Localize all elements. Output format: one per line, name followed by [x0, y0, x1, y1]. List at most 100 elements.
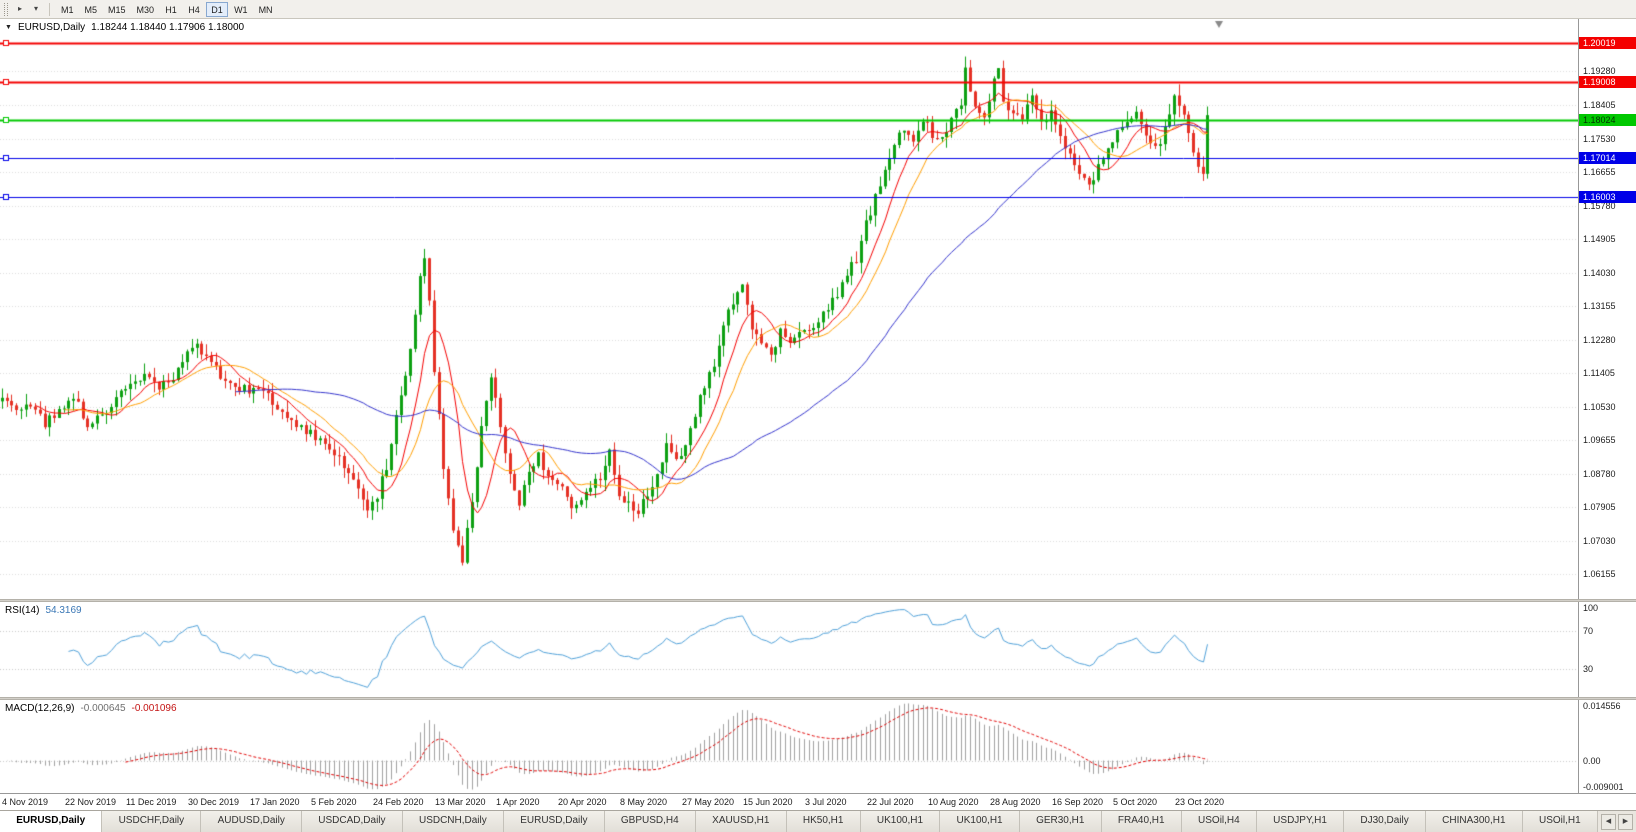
macd-scale[interactable]: 0.014556 0.00 -0.009001	[1578, 700, 1636, 793]
chart-tab-eurusd-daily[interactable]: EURUSD,Daily	[0, 811, 103, 832]
rsi-tick: 70	[1583, 625, 1594, 636]
macd-canvas[interactable]	[0, 700, 1578, 793]
timeframe-button-w1[interactable]: W1	[234, 4, 248, 15]
time-axis-label: 3 Jul 2020	[805, 797, 847, 807]
chart-tab-dj30-daily[interactable]: DJ30,Daily	[1344, 811, 1426, 832]
rsi-plot-area: RSI(14) 54.3169	[0, 602, 1578, 697]
chart-tab-audusd-daily[interactable]: AUDUSD,Daily	[201, 811, 303, 832]
pointer-tool-icon[interactable]: ▸	[17, 4, 22, 13]
rsi-canvas[interactable]	[0, 602, 1578, 697]
time-axis-label: 20 Apr 2020	[558, 797, 607, 807]
pane-resize-handle[interactable]	[0, 697, 1636, 700]
price-tick: 1.17530	[1583, 133, 1616, 144]
chart-tab-uk100-h1[interactable]: UK100,H1	[860, 811, 941, 832]
chart-tab-china300-h1[interactable]: CHINA300,H1	[1425, 811, 1523, 832]
price-tick: 1.15780	[1583, 200, 1616, 211]
price-tick: 1.12280	[1583, 334, 1616, 345]
macd-plot-area: MACD(12,26,9) -0.000645 -0.001096	[0, 700, 1578, 793]
rsi-label: RSI(14)	[5, 605, 40, 616]
level-price-tag: 1.17014	[1579, 152, 1636, 165]
chart-tab-usdchf-daily[interactable]: USDCHF,Daily	[102, 811, 202, 832]
symbol-name: EURUSD,Daily	[17, 22, 86, 33]
time-axis-label: 13 Mar 2020	[435, 797, 486, 807]
ohlc-values: 1.18244 1.18440 1.17906 1.18000	[91, 22, 245, 33]
toolbar-grip[interactable]	[4, 2, 8, 16]
rsi-tick: 100	[1583, 603, 1599, 613]
time-axis-label: 27 May 2020	[682, 797, 735, 807]
macd-tick: -0.009001	[1583, 782, 1624, 792]
timeframe-button-m15[interactable]: M15	[108, 4, 126, 15]
macd-pane: MACD(12,26,9) -0.000645 -0.001096 0.0145…	[0, 700, 1636, 793]
chart-collapse-icon[interactable]: ▼	[5, 24, 12, 31]
chart-tab-xauusd-h1[interactable]: XAUUSD,H1	[695, 811, 787, 832]
rsi-title: RSI(14) 54.3169	[5, 605, 82, 616]
toolbar-menu-icon[interactable]: ▾	[33, 4, 38, 13]
tabs-scroll-right-button[interactable]: ▶	[1617, 813, 1633, 830]
level-price-tag: 1.20019	[1579, 37, 1636, 50]
chart-title: ▼ EURUSD,Daily 1.18244 1.18440 1.17906 1…	[5, 22, 244, 33]
time-axis-label: 1 Apr 2020	[496, 797, 540, 807]
price-tick: 1.08780	[1583, 468, 1616, 479]
chart-tab-fra40-h1[interactable]: FRA40,H1	[1101, 811, 1182, 832]
time-axis-label: 16 Sep 2020	[1052, 797, 1104, 807]
chart-tab-eurusd-daily[interactable]: EURUSD,Daily	[504, 811, 605, 832]
chart-tabbar: EURUSD,Daily USDCHF,Daily AUDUSD,Daily USDC…	[0, 810, 1636, 832]
time-axis-label: 22 Nov 2019	[65, 797, 117, 807]
time-axis-label: 30 Dec 2019	[188, 797, 240, 807]
tab-scroll-buttons: ◀ ▶	[1597, 811, 1636, 832]
chart-tab-usdjpy-h1[interactable]: USDJPY,H1	[1256, 811, 1345, 832]
macd-label: MACD(12,26,9)	[5, 703, 75, 714]
rsi-tick: 30	[1583, 663, 1594, 674]
chart-tab-usoil-h1[interactable]: USOil,H1	[1522, 811, 1598, 832]
time-axis-label: 10 Aug 2020	[928, 797, 979, 807]
price-tick: 1.19280	[1583, 66, 1616, 77]
pane-resize-handle[interactable]	[0, 599, 1636, 602]
time-axis-label: 23 Oct 2020	[1175, 797, 1225, 807]
timeframe-button-h1[interactable]: H1	[165, 4, 177, 15]
price-pane: ▼ EURUSD,Daily 1.18244 1.18440 1.17906 1…	[0, 19, 1636, 599]
macd-main-value: -0.000645	[80, 703, 126, 714]
price-tick: 1.10530	[1583, 401, 1616, 412]
price-chart-canvas[interactable]	[0, 19, 1578, 599]
price-tick: 1.07030	[1583, 535, 1616, 546]
timeframe-button-m5[interactable]: M5	[84, 4, 98, 15]
timeframe-toolbar: ▸ ▾ M1 M5 M15 M30 H1 H4 D1 W1 MN	[0, 0, 1636, 19]
price-tick: 1.16655	[1583, 167, 1616, 178]
time-axis-label: 5 Oct 2020	[1113, 797, 1158, 807]
timeframe-button-m1[interactable]: M1	[61, 4, 74, 15]
price-tick: 1.14030	[1583, 267, 1616, 278]
rsi-value: 54.3169	[45, 605, 82, 616]
time-axis-label: 4 Nov 2019	[2, 797, 49, 807]
macd-signal-value: -0.001096	[131, 703, 177, 714]
time-axis-label: 11 Dec 2019	[126, 797, 177, 807]
timeframe-button-m30[interactable]: M30	[136, 4, 155, 15]
chart-tab-ger30-h1[interactable]: GER30,H1	[1019, 811, 1102, 832]
level-price-tag: 1.19008	[1579, 75, 1636, 88]
price-tick: 1.14905	[1583, 234, 1616, 245]
chart-tab-gbpusd-h4[interactable]: GBPUSD,H4	[604, 811, 696, 832]
price-scale[interactable]: 1.19280 1.18405 1.17530 1.16655 1.15780 1.149…	[1578, 19, 1636, 599]
time-axis-label: 22 Jul 2020	[867, 797, 914, 807]
level-price-tag: 1.18024	[1579, 113, 1636, 126]
macd-tick: 0.014556	[1583, 701, 1621, 711]
time-axis[interactable]: 4 Nov 2019 22 Nov 2019 11 Dec 2019 30 Dec 2…	[0, 793, 1636, 810]
time-axis-label: 8 May 2020	[620, 797, 668, 807]
timeframe-button-d1[interactable]: D1	[206, 1, 229, 17]
timeframe-button-mn[interactable]: MN	[258, 4, 273, 15]
chart-tab-usdcad-daily[interactable]: USDCAD,Daily	[302, 811, 403, 832]
chart-tab-usdcnh-daily[interactable]: USDCNH,Daily	[402, 811, 504, 832]
tabs-scroll-left-button[interactable]: ◀	[1600, 813, 1616, 830]
time-axis-label: 24 Feb 2020	[373, 797, 424, 807]
price-tick: 1.07905	[1583, 502, 1616, 513]
chart-tab-hk50-h1[interactable]: HK50,H1	[786, 811, 861, 832]
time-axis-label: 17 Jan 2020	[250, 797, 300, 807]
timeframe-button-h4[interactable]: H4	[188, 4, 200, 15]
price-tick: 1.06155	[1583, 569, 1616, 580]
rsi-scale[interactable]: 100 70 30	[1578, 602, 1636, 697]
time-axis-label: 5 Feb 2020	[311, 797, 357, 807]
chart-tab-usoil-h4[interactable]: USOil,H4	[1181, 811, 1257, 832]
chart-tab-uk100-h1[interactable]: UK100,H1	[940, 811, 1020, 832]
rsi-pane: RSI(14) 54.3169 100 70 30	[0, 602, 1636, 697]
price-tick: 1.18405	[1583, 100, 1616, 110]
